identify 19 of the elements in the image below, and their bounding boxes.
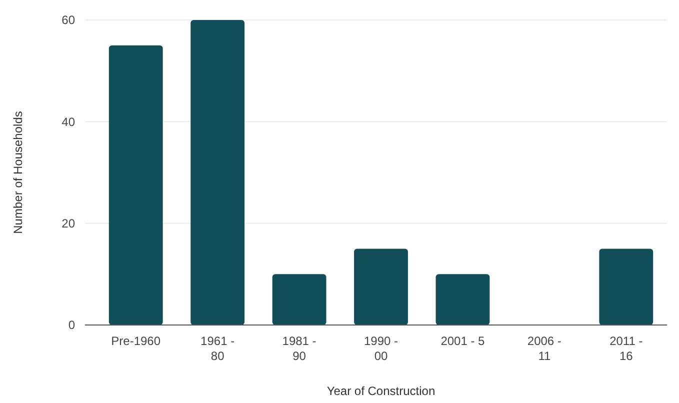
bar xyxy=(272,274,326,325)
y-tick-label: 20 xyxy=(62,216,76,231)
y-tick-label: 40 xyxy=(62,114,76,129)
bar xyxy=(436,274,490,325)
x-tick-label: 1990 - 00 xyxy=(364,334,398,363)
y-tick-label: 60 xyxy=(62,13,76,28)
x-tick-label: 2001 - 5 xyxy=(440,334,486,348)
bar xyxy=(190,20,245,325)
x-tick-label: Pre-1960 xyxy=(111,334,161,348)
bar xyxy=(108,45,163,325)
x-axis-title: Year of Construction xyxy=(326,384,436,398)
x-tick-label: 2011 - 16 xyxy=(610,334,643,363)
bar xyxy=(599,248,654,325)
x-tick-label: 1961 - 80 xyxy=(200,334,235,363)
x-tick-label: 2006 - 11 xyxy=(527,334,562,363)
y-tick-label: 0 xyxy=(68,318,76,332)
x-tick-label: 1981 - 90 xyxy=(282,334,316,363)
y-axis-title: Number of Households xyxy=(11,111,25,234)
bar xyxy=(354,248,408,325)
